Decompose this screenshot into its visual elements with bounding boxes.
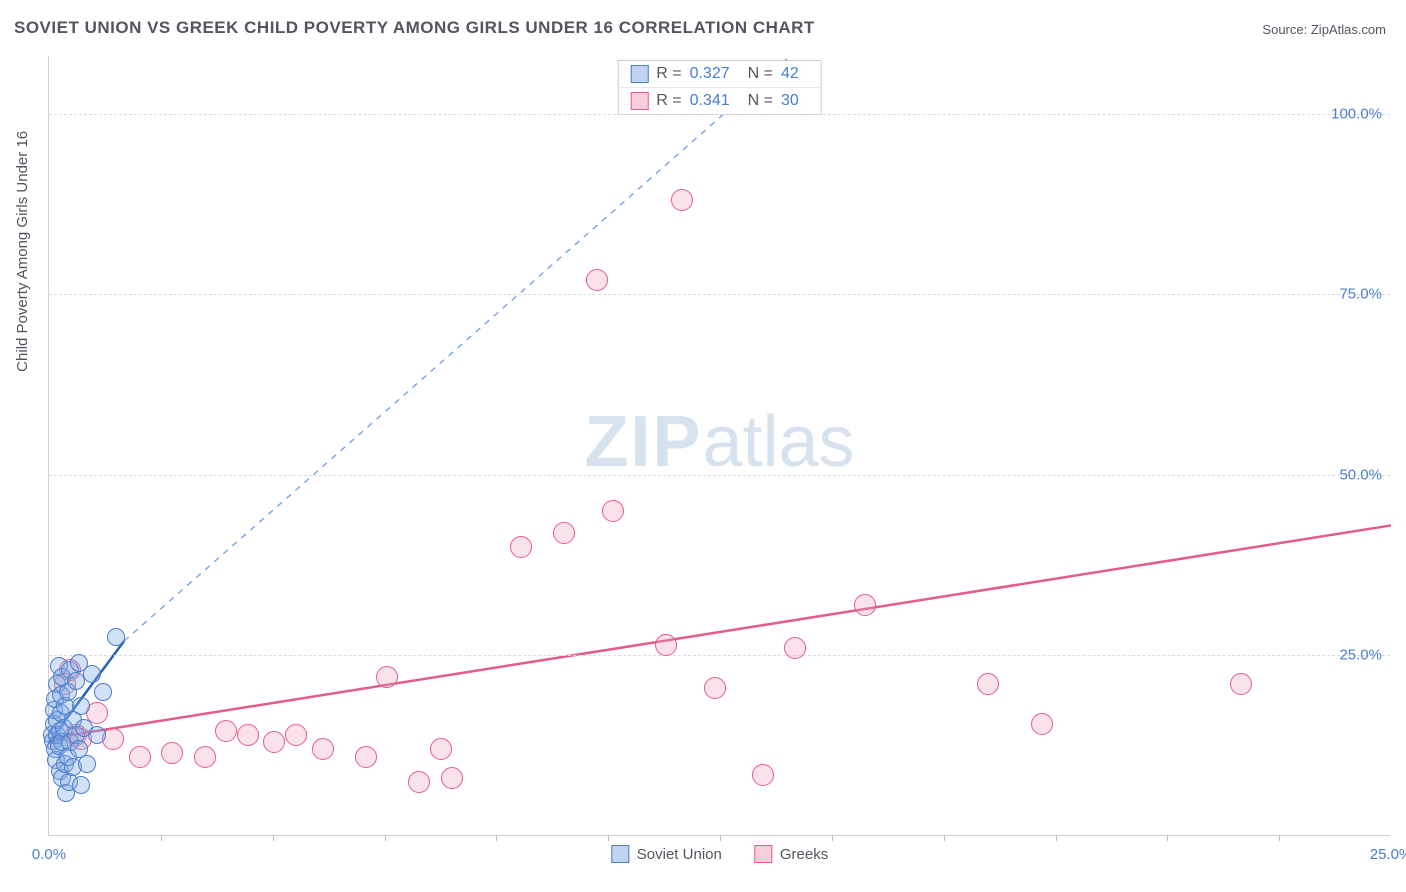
legend-label-greek: Greeks — [780, 846, 828, 863]
gridline-h — [49, 114, 1390, 115]
stats-row-soviet: R = 0.327 N = 42 — [618, 61, 821, 87]
soviet-n-value: 42 — [781, 65, 799, 83]
n-label: N = — [748, 65, 773, 83]
data-point-pink — [263, 731, 285, 753]
data-point-blue — [78, 755, 96, 773]
legend-item-soviet: Soviet Union — [611, 845, 722, 863]
legend-swatch-soviet — [611, 845, 629, 863]
trend-line — [124, 56, 790, 641]
legend-label-soviet: Soviet Union — [637, 846, 722, 863]
trend-lines-svg — [49, 56, 1390, 835]
bottom-legend: Soviet Union Greeks — [611, 845, 828, 863]
n-label-2: N = — [748, 92, 773, 110]
source-attribution: Source: ZipAtlas.com — [1262, 22, 1386, 37]
data-point-pink — [408, 771, 430, 793]
data-point-pink — [194, 746, 216, 768]
gridline-h — [49, 294, 1390, 295]
data-point-pink — [752, 764, 774, 786]
gridline-h — [49, 655, 1390, 656]
data-point-pink — [586, 269, 608, 291]
data-point-pink — [1230, 673, 1252, 695]
soviet-r-value: 0.327 — [690, 65, 730, 83]
source-link[interactable]: ZipAtlas.com — [1311, 22, 1386, 37]
ytick-label: 75.0% — [1339, 286, 1382, 303]
r-label: R = — [656, 65, 681, 83]
chart-container: SOVIET UNION VS GREEK CHILD POVERTY AMON… — [0, 0, 1406, 892]
data-point-pink — [129, 746, 151, 768]
data-point-pink — [553, 522, 575, 544]
gridline-h — [49, 475, 1390, 476]
legend-item-greek: Greeks — [754, 845, 828, 863]
xtick-label: 25.0% — [1370, 846, 1406, 863]
data-point-pink — [376, 666, 398, 688]
data-point-pink — [441, 767, 463, 789]
data-point-blue — [83, 665, 101, 683]
data-point-pink — [430, 738, 452, 760]
greek-n-value: 30 — [781, 92, 799, 110]
ytick-label: 50.0% — [1339, 466, 1382, 483]
data-point-pink — [510, 536, 532, 558]
data-point-blue — [72, 776, 90, 794]
trend-line — [49, 525, 1391, 738]
swatch-soviet — [630, 65, 648, 83]
xtick-mark — [1056, 835, 1057, 841]
data-point-pink — [215, 720, 237, 742]
stats-legend-box: R = 0.327 N = 42 R = 0.341 N = 30 — [617, 60, 822, 115]
stats-row-greek: R = 0.341 N = 30 — [618, 87, 821, 114]
data-point-pink — [237, 724, 259, 746]
data-point-blue — [72, 697, 90, 715]
y-axis-label: Child Poverty Among Girls Under 16 — [14, 131, 31, 372]
data-point-pink — [671, 189, 693, 211]
data-point-pink — [1031, 713, 1053, 735]
xtick-mark — [273, 835, 274, 841]
data-point-blue — [88, 726, 106, 744]
xtick-mark — [1279, 835, 1280, 841]
data-point-pink — [312, 738, 334, 760]
data-point-pink — [977, 673, 999, 695]
ytick-label: 25.0% — [1339, 647, 1382, 664]
xtick-mark — [832, 835, 833, 841]
data-point-pink — [784, 637, 806, 659]
xtick-mark — [496, 835, 497, 841]
data-point-pink — [602, 500, 624, 522]
ytick-label: 100.0% — [1331, 105, 1382, 122]
xtick-label: 0.0% — [32, 846, 66, 863]
xtick-mark — [385, 835, 386, 841]
data-point-pink — [704, 677, 726, 699]
data-point-pink — [161, 742, 183, 764]
xtick-mark — [161, 835, 162, 841]
data-point-pink — [854, 594, 876, 616]
r-label-2: R = — [656, 92, 681, 110]
xtick-mark — [944, 835, 945, 841]
legend-swatch-greek — [754, 845, 772, 863]
xtick-mark — [720, 835, 721, 841]
data-point-pink — [285, 724, 307, 746]
xtick-mark — [608, 835, 609, 841]
plot-area: ZIPatlas R = 0.327 N = 42 R = 0.341 N = … — [48, 56, 1390, 836]
data-point-blue — [94, 683, 112, 701]
xtick-mark — [1167, 835, 1168, 841]
chart-title: SOVIET UNION VS GREEK CHILD POVERTY AMON… — [14, 18, 815, 38]
data-point-pink — [355, 746, 377, 768]
data-point-pink — [655, 634, 677, 656]
swatch-greek — [630, 92, 648, 110]
data-point-blue — [107, 628, 125, 646]
greek-r-value: 0.341 — [690, 92, 730, 110]
source-label: Source: — [1262, 22, 1307, 37]
